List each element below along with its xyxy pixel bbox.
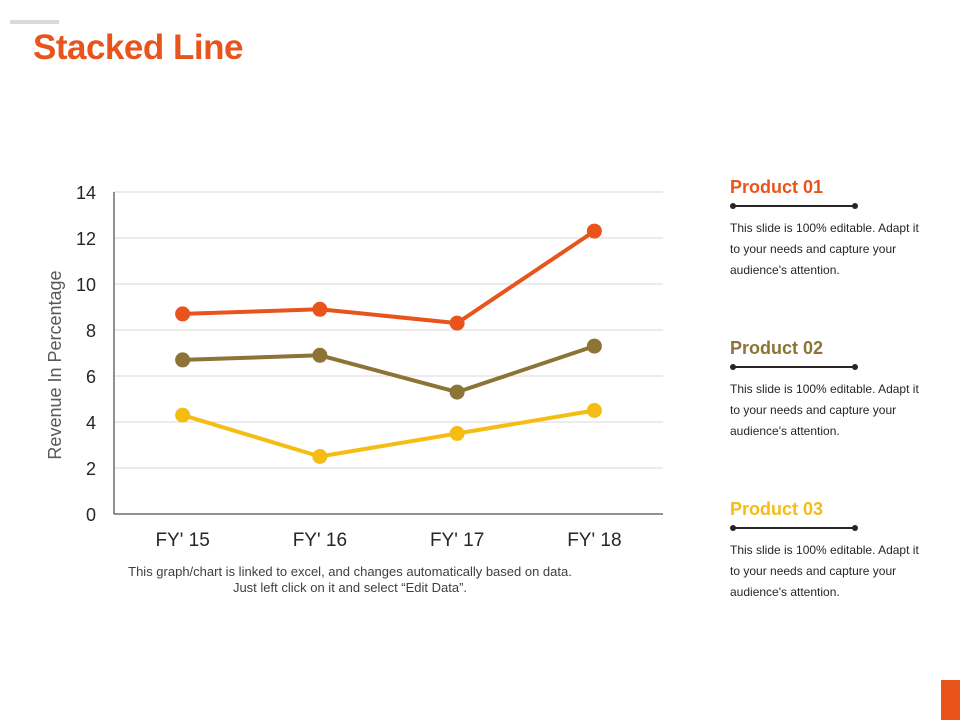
- series-line-3: [180, 408, 597, 459]
- legend-product-03: Product 03 This slide is 100% editable. …: [730, 498, 930, 603]
- corner-accent-tab: [941, 680, 960, 720]
- data-point: [312, 449, 328, 464]
- legend-divider: [730, 203, 858, 209]
- y-axis-label: Revenue In Percentage: [45, 270, 65, 459]
- top-accent-rule: [10, 20, 59, 24]
- data-point: [586, 338, 602, 354]
- x-tick-label: FY' 18: [567, 530, 621, 551]
- y-tick-label: 8: [86, 321, 96, 341]
- data-point: [312, 301, 328, 317]
- legend-description-product-01: This slide is 100% editable. Adapt it to…: [730, 221, 919, 277]
- x-tick-label: FY' 17: [430, 530, 484, 551]
- data-point: [586, 403, 602, 418]
- y-tick-label: 2: [86, 459, 96, 479]
- data-point: [449, 315, 465, 331]
- data-point: [175, 306, 191, 322]
- x-tick-label: FY' 15: [155, 530, 209, 551]
- y-tick-label: 0: [86, 505, 96, 525]
- y-tick-label: 10: [76, 275, 96, 295]
- y-tick-label: 4: [86, 413, 96, 433]
- data-point: [449, 426, 465, 441]
- legend-title-product-03: Product 03: [730, 499, 824, 519]
- data-point: [312, 347, 328, 363]
- legend-divider: [730, 364, 858, 370]
- legend-description-product-02: This slide is 100% editable. Adapt it to…: [730, 382, 919, 438]
- legend-divider: [730, 525, 858, 531]
- data-point: [586, 223, 602, 239]
- series-line-2: [180, 344, 597, 395]
- y-tick-label: 12: [76, 229, 96, 249]
- legend-title-product-02: Product 02: [730, 338, 824, 358]
- x-tick-label: FY' 16: [293, 530, 347, 551]
- series-line-1: [180, 229, 597, 326]
- data-point: [175, 352, 191, 368]
- legend-product-01: Product 01 This slide is 100% editable. …: [730, 176, 930, 281]
- legend-title-product-01: Product 01: [730, 177, 824, 197]
- legend-product-02: Product 02 This slide is 100% editable. …: [730, 337, 930, 442]
- y-tick-label: 14: [76, 183, 96, 203]
- y-tick-label: 6: [86, 367, 96, 387]
- chart-caption: This graph/chart is linked to excel, and…: [128, 564, 572, 595]
- legend-description-product-03: This slide is 100% editable. Adapt it to…: [730, 543, 919, 599]
- data-point: [175, 407, 191, 423]
- page-title: Stacked Line: [33, 28, 243, 67]
- data-point: [449, 384, 465, 400]
